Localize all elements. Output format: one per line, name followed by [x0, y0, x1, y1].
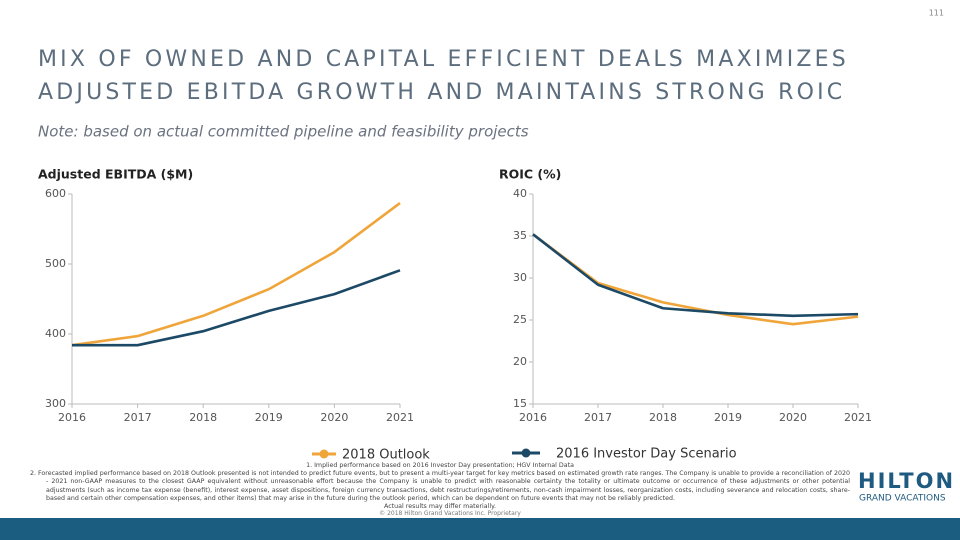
x-tick-label: 2019 — [255, 411, 283, 424]
x-tick-label: 2020 — [320, 411, 348, 424]
x-tick-label: 2018 — [649, 411, 677, 424]
title-line: ADJUSTED EBITDA GROWTH AND MAINTAINS STR… — [38, 80, 845, 105]
y-axis-title: Adjusted EBITDA ($M) — [38, 167, 193, 182]
y-tick-label: 40 — [513, 187, 527, 200]
footer-band — [0, 518, 960, 540]
y-tick-label: 300 — [45, 397, 66, 410]
series-line — [71, 202, 401, 347]
x-tick-label: 2018 — [189, 411, 217, 424]
legend-marker — [319, 449, 329, 459]
legend-label: 2018 Outlook — [342, 448, 430, 463]
x-tick-label: 2021 — [386, 411, 414, 424]
x-tick-label: 2017 — [124, 411, 152, 424]
page-number: 111 — [929, 9, 944, 18]
x-tick-label: 2021 — [844, 411, 872, 424]
y-tick-label: 15 — [513, 397, 527, 410]
y-axis-title: ROIC (%) — [499, 167, 561, 182]
x-tick-label: 2019 — [714, 411, 742, 424]
y-tick-label: 35 — [513, 229, 527, 242]
logo-sub: GRAND VACATIONS — [859, 494, 946, 504]
footnote: 1. Implied performance based on 2016 Inv… — [306, 462, 574, 469]
series-line — [532, 233, 859, 318]
x-tick-label: 2020 — [779, 411, 807, 424]
y-tick-label: 600 — [45, 187, 66, 200]
series-line — [72, 269, 401, 347]
y-tick-label: 400 — [45, 327, 66, 340]
legend-marker — [521, 448, 531, 458]
title-line: MIX OF OWNED AND CAPITAL EFFICIENT DEALS… — [38, 47, 849, 72]
x-tick-label: 2016 — [58, 411, 86, 424]
footnote: Actual results may differ materially. — [384, 503, 496, 511]
footnotes: 1. Implied performance based on 2016 Inv… — [30, 462, 850, 511]
legend-label: 2016 Investor Day Scenario — [556, 447, 737, 462]
y-tick-label: 25 — [513, 313, 527, 326]
y-tick-label: 30 — [513, 271, 527, 284]
y-tick-label: 500 — [45, 257, 66, 270]
footnote: 2. Forecasted implied performance based … — [30, 470, 850, 502]
copyright: © 2018 Hilton Grand Vacations Inc. Propr… — [379, 510, 521, 517]
y-tick-label: 20 — [513, 355, 527, 368]
note: Note: based on actual committed pipeline… — [38, 123, 529, 141]
logo-brand: HILTON — [858, 469, 955, 493]
x-tick-label: 2016 — [519, 411, 547, 424]
x-tick-label: 2017 — [584, 411, 612, 424]
